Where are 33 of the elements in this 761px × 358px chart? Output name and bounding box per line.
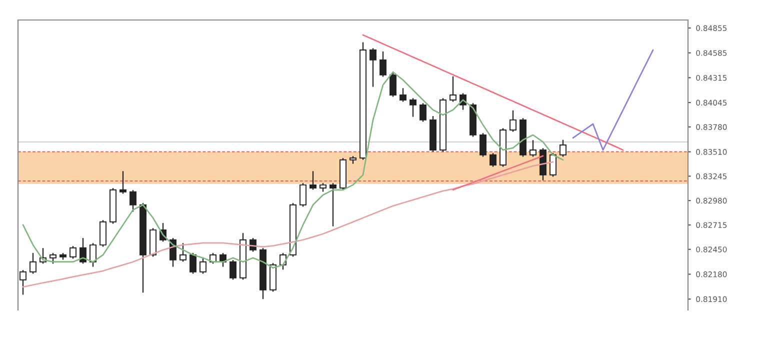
candlestick (510, 110, 516, 132)
candlestick (420, 102, 426, 122)
candlestick (200, 257, 206, 274)
candlestick (90, 242, 96, 268)
candlestick (550, 152, 556, 178)
candlestick (120, 170, 126, 194)
candlestick (20, 270, 26, 296)
candlestick (130, 190, 136, 212)
candlestick (30, 252, 36, 274)
line-series (572, 49, 654, 151)
candlestick (370, 48, 376, 88)
candlestick (190, 252, 196, 274)
line-series (22, 71, 564, 269)
candlestick (560, 139, 566, 158)
candlestick (80, 237, 86, 264)
candlestick (400, 88, 406, 102)
candlestick (310, 170, 316, 190)
line-series (362, 34, 624, 151)
candlestick (100, 220, 106, 248)
candlestick (530, 140, 536, 158)
candlestick (180, 242, 186, 262)
candlestick (70, 245, 76, 260)
candlestick (230, 259, 236, 280)
candlestick (300, 182, 306, 208)
candlestick (480, 132, 486, 158)
candlestick (450, 76, 456, 102)
candlestick (50, 252, 56, 264)
candlestick (390, 72, 396, 98)
candlestick (410, 98, 416, 118)
candlestick (380, 50, 386, 78)
candlestick (330, 182, 336, 227)
candlestick (490, 152, 496, 168)
line-series (22, 161, 554, 288)
